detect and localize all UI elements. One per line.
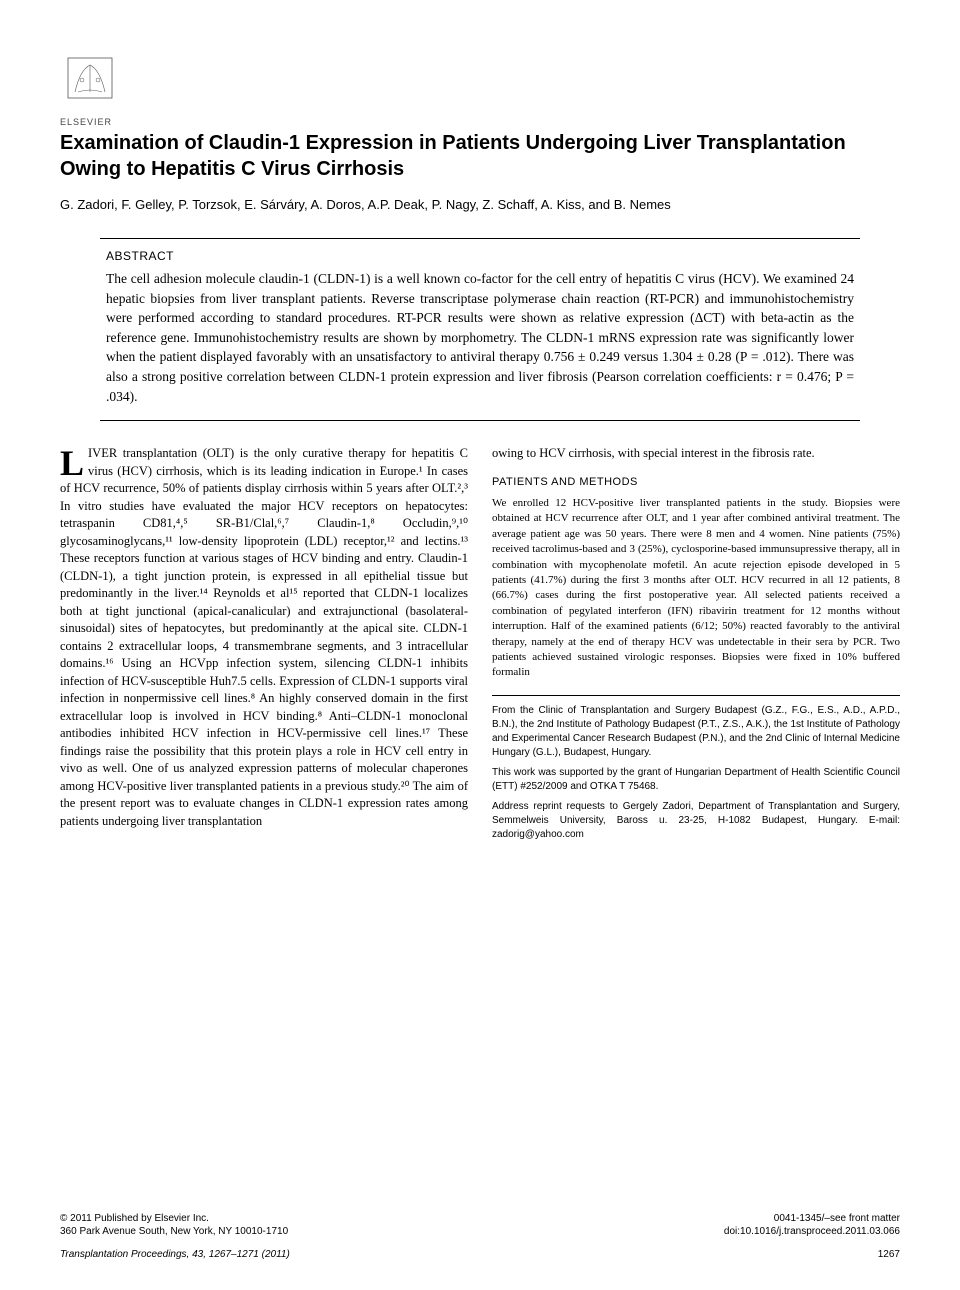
abstract-text: The cell adhesion molecule claudin-1 (CL…: [106, 269, 854, 406]
col2-continuation: owing to HCV cirrhosis, with special int…: [492, 445, 900, 463]
footer-page-number: 1267: [878, 1249, 900, 1260]
intro-text: IVER transplantation (OLT) is the only c…: [60, 446, 468, 828]
publisher-name: ELSEVIER: [60, 117, 120, 127]
publisher-logo: ELSEVIER: [60, 50, 120, 110]
footer-doi: doi:10.1016/j.transproceed.2011.03.066: [724, 1226, 900, 1237]
page-footer: © 2011 Published by Elsevier Inc. 0041-1…: [60, 1213, 900, 1260]
article-title: Examination of Claudin-1 Expression in P…: [60, 130, 900, 182]
affiliation-box: From the Clinic of Transplantation and S…: [492, 695, 900, 842]
intro-paragraph: LIVER transplantation (OLT) is the only …: [60, 445, 468, 830]
column-right: owing to HCV cirrhosis, with special int…: [492, 445, 900, 848]
affiliation-correspondence: Address reprint requests to Gergely Zado…: [492, 800, 900, 842]
affiliation-from: From the Clinic of Transplantation and S…: [492, 704, 900, 760]
methods-text: We enrolled 12 HCV-positive liver transp…: [492, 496, 900, 681]
footer-address: 360 Park Avenue South, New York, NY 1001…: [60, 1226, 288, 1237]
methods-heading: PATIENTS AND METHODS: [492, 475, 900, 490]
affiliation-funding: This work was supported by the grant of …: [492, 766, 900, 794]
body-columns: LIVER transplantation (OLT) is the only …: [60, 445, 900, 848]
footer-copyright: © 2011 Published by Elsevier Inc.: [60, 1213, 209, 1224]
dropcap: L: [60, 445, 88, 479]
authors-line: G. Zadori, F. Gelley, P. Torzsok, E. Sár…: [60, 196, 900, 214]
abstract-box: ABSTRACT The cell adhesion molecule clau…: [100, 238, 860, 421]
abstract-heading: ABSTRACT: [106, 249, 854, 263]
footer-issn: 0041-1345/–see front matter: [774, 1213, 900, 1224]
column-left: LIVER transplantation (OLT) is the only …: [60, 445, 468, 848]
footer-journal-citation: Transplantation Proceedings, 43, 1267–12…: [60, 1249, 290, 1260]
